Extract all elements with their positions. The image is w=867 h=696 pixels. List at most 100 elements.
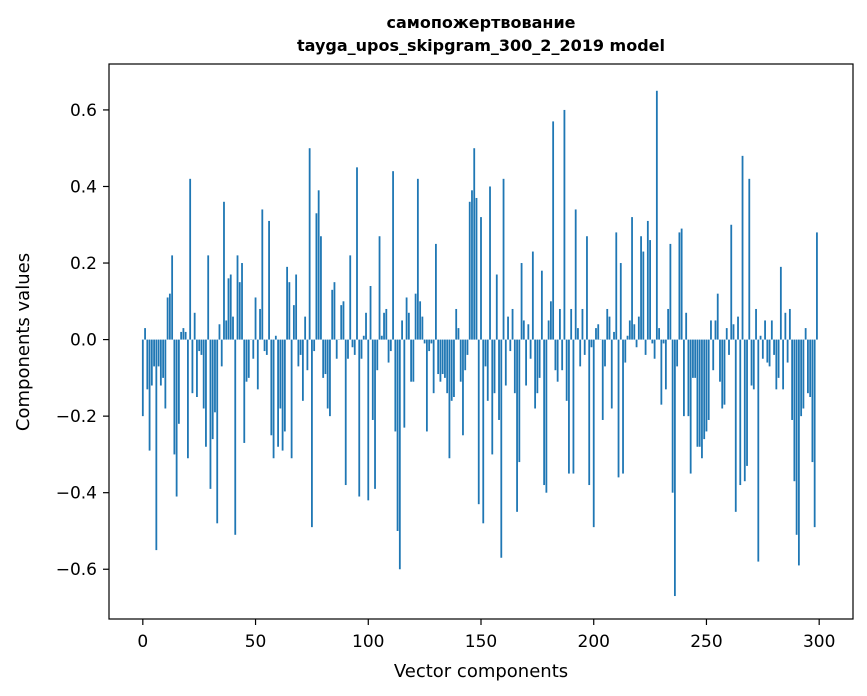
bar bbox=[502, 178, 505, 340]
bar bbox=[804, 328, 807, 340]
bar bbox=[279, 339, 282, 409]
bar bbox=[468, 201, 471, 340]
bar bbox=[628, 320, 631, 340]
x-tick-label: 50 bbox=[245, 632, 267, 652]
bar bbox=[671, 339, 674, 493]
bar bbox=[680, 228, 683, 340]
y-tick-label: −0.2 bbox=[56, 407, 97, 427]
bar bbox=[362, 335, 365, 340]
bar bbox=[556, 339, 559, 382]
bar bbox=[477, 339, 480, 505]
bar bbox=[166, 297, 169, 340]
bar bbox=[387, 339, 390, 363]
bar bbox=[583, 339, 586, 355]
bar bbox=[516, 339, 518, 512]
bar bbox=[419, 301, 422, 340]
bar bbox=[527, 324, 530, 340]
bar bbox=[511, 308, 514, 340]
bar bbox=[435, 243, 437, 340]
bar bbox=[608, 316, 611, 340]
bar bbox=[723, 339, 726, 405]
chart-title: самопожертвование bbox=[386, 13, 575, 32]
bar bbox=[701, 339, 703, 459]
bar bbox=[216, 339, 219, 524]
bar bbox=[606, 308, 609, 340]
bar bbox=[779, 266, 782, 340]
bar bbox=[509, 339, 512, 352]
bar bbox=[306, 339, 309, 371]
bar bbox=[554, 339, 557, 371]
bar bbox=[405, 297, 408, 340]
bar bbox=[380, 335, 383, 340]
bar bbox=[802, 339, 805, 409]
bar bbox=[540, 270, 543, 340]
bar bbox=[162, 339, 165, 378]
bar bbox=[214, 339, 216, 413]
bar bbox=[725, 328, 728, 340]
bar bbox=[317, 190, 320, 340]
bar bbox=[579, 339, 582, 367]
bar bbox=[793, 339, 796, 482]
bar bbox=[205, 339, 207, 447]
bar bbox=[322, 339, 325, 378]
bar bbox=[732, 324, 735, 340]
bar bbox=[568, 339, 570, 474]
bar bbox=[218, 324, 221, 340]
y-tick-label: 0.2 bbox=[70, 254, 97, 274]
bar bbox=[761, 339, 764, 359]
bar bbox=[687, 339, 690, 417]
bar bbox=[376, 339, 379, 371]
bar bbox=[773, 339, 775, 355]
y-tick-label: −0.4 bbox=[56, 484, 97, 504]
bar bbox=[489, 186, 491, 340]
bar bbox=[581, 308, 584, 340]
bar bbox=[401, 320, 403, 340]
bar bbox=[450, 339, 453, 401]
bar bbox=[604, 339, 606, 367]
x-tick-label: 200 bbox=[578, 632, 610, 652]
bar bbox=[626, 335, 629, 340]
bar bbox=[344, 339, 347, 486]
bar bbox=[398, 339, 401, 570]
bar bbox=[543, 339, 546, 486]
bar bbox=[358, 339, 361, 497]
bar bbox=[385, 308, 388, 340]
bar bbox=[707, 339, 710, 420]
bar bbox=[153, 339, 155, 367]
bar bbox=[297, 339, 300, 367]
bar bbox=[633, 324, 636, 340]
bar bbox=[394, 339, 397, 432]
bar bbox=[360, 339, 363, 359]
bar bbox=[356, 167, 358, 340]
bar bbox=[683, 339, 685, 417]
bar bbox=[256, 339, 259, 390]
bar bbox=[232, 316, 234, 340]
bar bbox=[577, 328, 579, 340]
x-axis-label: Vector components bbox=[394, 661, 568, 682]
bar bbox=[644, 339, 647, 355]
bar bbox=[498, 339, 500, 420]
bar bbox=[574, 209, 577, 340]
bar bbox=[651, 339, 654, 344]
bar bbox=[272, 339, 275, 459]
bar bbox=[480, 217, 482, 340]
bar bbox=[662, 339, 665, 344]
bar bbox=[482, 339, 485, 524]
bar bbox=[180, 331, 183, 340]
bar bbox=[353, 339, 356, 355]
bar bbox=[150, 339, 153, 386]
bar bbox=[351, 339, 354, 348]
bar bbox=[613, 331, 615, 340]
bar bbox=[229, 274, 232, 340]
bar bbox=[441, 339, 444, 375]
bar bbox=[561, 339, 564, 371]
bar bbox=[538, 339, 541, 378]
bar bbox=[340, 305, 343, 340]
bar bbox=[809, 339, 812, 397]
bar-series bbox=[141, 90, 818, 597]
bar bbox=[728, 339, 730, 355]
bar bbox=[518, 339, 521, 463]
bar bbox=[446, 339, 449, 394]
bar bbox=[288, 282, 291, 340]
